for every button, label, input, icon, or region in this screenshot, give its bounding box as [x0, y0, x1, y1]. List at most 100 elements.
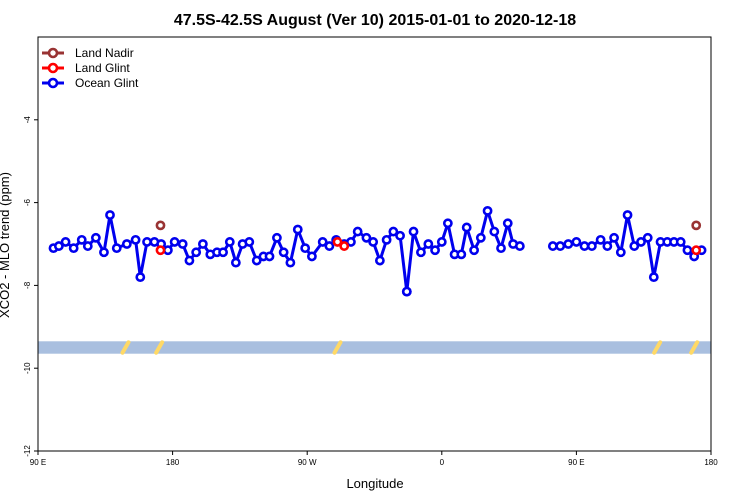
- data-point: [388, 226, 399, 237]
- data-point: [191, 247, 202, 258]
- legend-swatch-marker: [47, 47, 59, 59]
- data-point: [324, 241, 335, 251]
- x-tick-label: 180: [704, 458, 718, 467]
- data-point: [475, 232, 486, 243]
- data-point: [502, 218, 513, 229]
- data-point: [675, 237, 686, 247]
- data-point: [496, 243, 506, 254]
- data-point: [430, 245, 440, 256]
- series-land-glint: [155, 237, 702, 256]
- series-ocean-glint: [48, 205, 707, 297]
- data-point: [571, 237, 582, 247]
- data-point: [629, 241, 640, 251]
- data-point: [90, 232, 101, 243]
- data-point: [230, 257, 241, 268]
- data-point: [177, 239, 188, 249]
- x-axis-label: Longitude: [346, 476, 403, 491]
- data-point: [317, 237, 328, 247]
- data-point: [381, 234, 392, 245]
- data-point: [224, 237, 235, 247]
- data-point: [53, 241, 64, 251]
- data-point: [307, 251, 317, 262]
- y-tick-label: -12: [23, 445, 32, 457]
- data-point: [111, 243, 122, 254]
- data-point: [682, 245, 693, 256]
- data-point: [586, 241, 597, 251]
- data-point: [352, 226, 363, 237]
- land-mark: [154, 340, 165, 355]
- land-mark: [120, 340, 131, 355]
- data-point: [691, 220, 702, 231]
- data-point: [339, 241, 350, 251]
- chart-title: 47.5S-42.5S August (Ver 10) 2015-01-01 t…: [174, 12, 576, 29]
- y-axis-label: XCO2 - MLO trend (ppm): [0, 172, 12, 318]
- x-tick-label: 90 E: [568, 458, 584, 467]
- data-point: [292, 224, 303, 235]
- data-point: [442, 218, 453, 229]
- data-point: [648, 272, 659, 283]
- data-point: [408, 226, 419, 237]
- legend-label: Land Nadir: [75, 46, 134, 60]
- data-point: [184, 255, 195, 266]
- band-rect: [38, 341, 711, 354]
- data-point: [105, 210, 115, 220]
- data-point: [346, 237, 356, 247]
- reference-band: [38, 340, 711, 355]
- data-point: [264, 251, 275, 262]
- data-point: [82, 241, 93, 251]
- data-point: [436, 237, 447, 247]
- data-point: [130, 234, 141, 245]
- data-point: [642, 232, 653, 243]
- data-point: [636, 237, 646, 247]
- data-point: [555, 241, 566, 251]
- land-mark: [652, 340, 663, 355]
- x-tick-label: 90 E: [30, 458, 46, 467]
- legend-swatch-marker: [47, 77, 59, 89]
- data-point: [272, 232, 282, 243]
- data-point: [482, 205, 493, 216]
- data-point: [423, 239, 434, 249]
- data-point: [121, 239, 132, 249]
- data-point: [76, 234, 87, 245]
- data-point: [456, 249, 467, 260]
- data-point: [300, 243, 311, 254]
- plot-frame: [37, 36, 712, 452]
- data-point: [615, 247, 626, 258]
- data-point: [691, 245, 702, 256]
- data-point: [374, 255, 385, 266]
- data-point: [514, 241, 525, 251]
- x-tick-label: 90 W: [298, 458, 317, 467]
- data-point: [251, 255, 262, 266]
- data-point: [197, 239, 208, 249]
- y-tick-label: -8: [23, 281, 32, 289]
- land-mark: [332, 340, 343, 355]
- data-point: [218, 247, 228, 258]
- x-tick-label: 180: [166, 458, 180, 467]
- data-point: [489, 226, 500, 237]
- data-point: [60, 237, 71, 247]
- data-point: [595, 234, 606, 245]
- data-point: [401, 286, 412, 297]
- data-point: [609, 232, 619, 243]
- data-point: [99, 247, 109, 258]
- data-point: [469, 245, 480, 256]
- data-point: [395, 230, 405, 241]
- data-point: [361, 232, 372, 243]
- data-point: [285, 257, 296, 268]
- legend-label: Ocean Glint: [75, 76, 139, 90]
- land-mark: [689, 340, 700, 355]
- data-point: [622, 210, 633, 220]
- data-point: [416, 247, 426, 258]
- y-tick-label: -6: [23, 198, 32, 206]
- data-point: [155, 245, 166, 256]
- data-point: [169, 237, 180, 247]
- y-tick-label: -10: [23, 362, 32, 374]
- data-point: [155, 220, 166, 231]
- legend-label: Land Glint: [75, 61, 130, 75]
- data-point: [68, 243, 79, 254]
- data-point: [135, 272, 146, 283]
- data-point: [244, 237, 255, 247]
